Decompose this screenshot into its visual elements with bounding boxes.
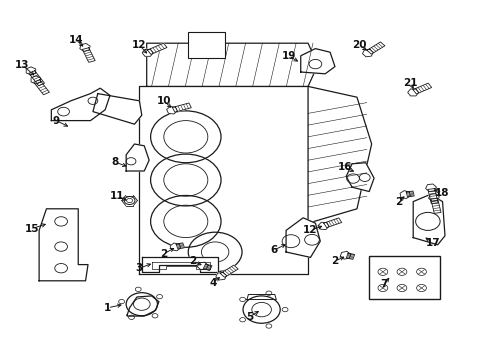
Polygon shape (172, 103, 191, 112)
Polygon shape (166, 107, 177, 114)
Polygon shape (323, 218, 341, 228)
Text: 13: 13 (15, 60, 29, 70)
Text: 3: 3 (136, 263, 142, 273)
Polygon shape (80, 44, 90, 51)
Text: 6: 6 (270, 245, 277, 255)
Text: 2: 2 (160, 249, 167, 259)
Text: 5: 5 (245, 312, 252, 322)
Polygon shape (307, 86, 371, 223)
Polygon shape (39, 209, 88, 281)
Text: 15: 15 (24, 224, 39, 234)
Circle shape (135, 287, 141, 292)
Circle shape (119, 300, 124, 304)
Circle shape (156, 294, 162, 299)
Polygon shape (412, 194, 444, 245)
Polygon shape (215, 273, 226, 280)
Text: 16: 16 (337, 162, 351, 172)
Text: 20: 20 (351, 40, 366, 50)
Text: 10: 10 (156, 96, 171, 106)
Polygon shape (203, 264, 212, 270)
Polygon shape (406, 191, 413, 197)
Polygon shape (220, 265, 238, 277)
Polygon shape (407, 89, 418, 96)
Polygon shape (142, 257, 217, 272)
Polygon shape (300, 49, 334, 74)
Text: 17: 17 (425, 238, 439, 248)
Polygon shape (197, 262, 208, 270)
Polygon shape (362, 49, 372, 57)
Polygon shape (139, 86, 307, 274)
Polygon shape (427, 194, 438, 201)
Text: 2: 2 (189, 256, 196, 266)
Text: 11: 11 (110, 191, 124, 201)
Polygon shape (29, 71, 44, 86)
Text: 12: 12 (303, 225, 317, 235)
Polygon shape (170, 243, 180, 251)
Circle shape (265, 291, 271, 295)
Circle shape (239, 297, 245, 302)
Text: 19: 19 (281, 51, 295, 61)
Text: 2: 2 (394, 197, 401, 207)
Text: 1: 1 (104, 303, 111, 313)
Polygon shape (142, 49, 153, 56)
Circle shape (152, 314, 158, 318)
Circle shape (282, 307, 287, 312)
Polygon shape (430, 198, 440, 213)
Polygon shape (412, 83, 431, 94)
Text: 2: 2 (331, 256, 338, 266)
Polygon shape (318, 222, 328, 230)
Text: 7: 7 (379, 279, 387, 289)
Circle shape (128, 315, 134, 319)
Polygon shape (127, 296, 159, 316)
Polygon shape (147, 43, 166, 54)
Text: 8: 8 (111, 157, 118, 167)
Bar (188, 32, 224, 58)
Text: 18: 18 (434, 188, 449, 198)
Polygon shape (366, 42, 384, 54)
Polygon shape (285, 218, 320, 257)
Polygon shape (346, 163, 373, 192)
Text: 4: 4 (208, 278, 216, 288)
Polygon shape (126, 144, 149, 171)
Polygon shape (340, 251, 350, 259)
Polygon shape (31, 76, 41, 84)
Text: 9: 9 (53, 116, 60, 126)
Polygon shape (51, 88, 110, 121)
Polygon shape (93, 94, 142, 124)
Polygon shape (82, 48, 95, 62)
Polygon shape (146, 43, 317, 86)
Polygon shape (427, 189, 437, 204)
Polygon shape (34, 80, 49, 95)
Circle shape (265, 324, 271, 328)
Polygon shape (26, 67, 36, 75)
Text: 14: 14 (68, 35, 83, 45)
Polygon shape (246, 294, 276, 300)
Bar (368, 256, 439, 299)
Polygon shape (176, 243, 184, 249)
Circle shape (239, 318, 245, 322)
Text: 21: 21 (403, 78, 417, 88)
Polygon shape (346, 253, 354, 259)
Text: 12: 12 (132, 40, 146, 50)
Polygon shape (425, 184, 435, 192)
Polygon shape (399, 191, 409, 199)
